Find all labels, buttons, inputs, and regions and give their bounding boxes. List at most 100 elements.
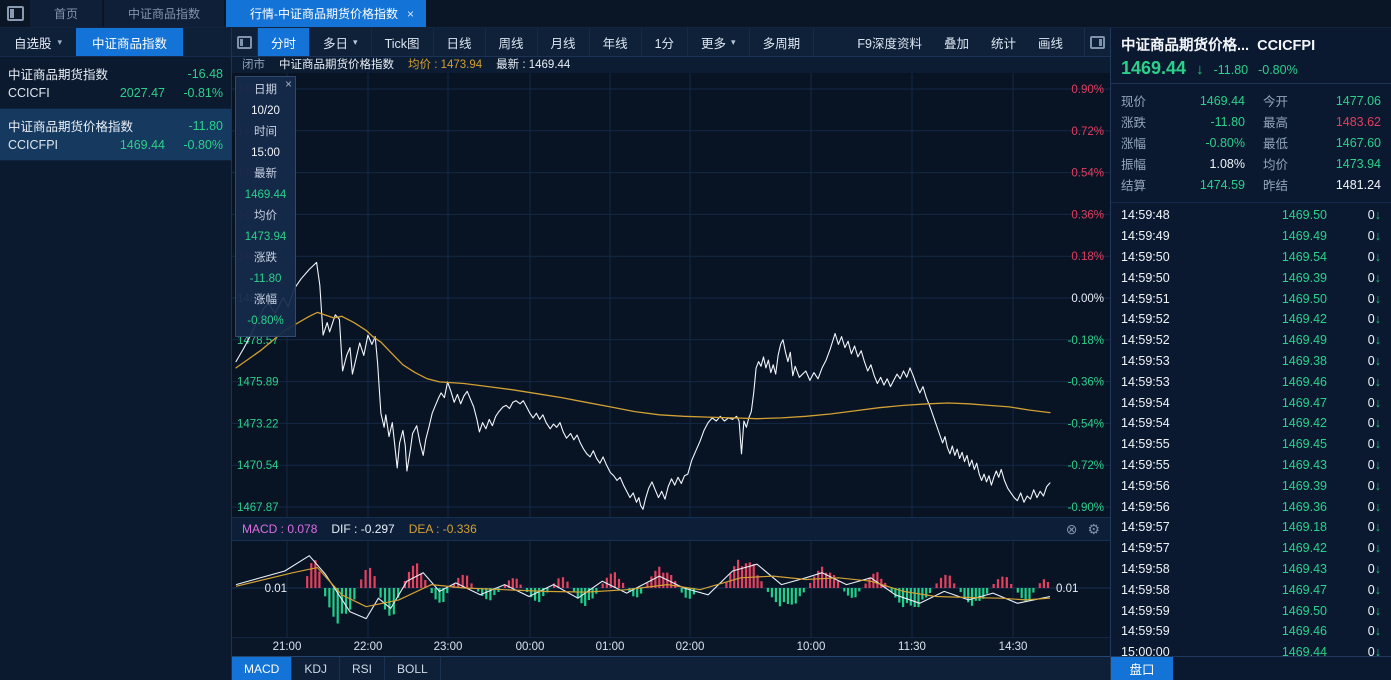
period-button-多周期[interactable]: 多周期 xyxy=(750,28,815,56)
stat-value: 1477.06 xyxy=(1335,93,1381,108)
down-arrow-icon: ↓ xyxy=(1374,624,1381,639)
toolbar-link[interactable]: 统计 xyxy=(990,36,1016,51)
panel-layout-right-button[interactable] xyxy=(1084,28,1110,56)
indicator-close-icon[interactable]: ⊗ xyxy=(1065,520,1078,537)
macd-hist-bar-up xyxy=(872,573,875,588)
instrument-price: 1469.44 xyxy=(119,137,165,152)
tick-row: 14:59:51 1469.50 0↓ xyxy=(1111,288,1391,309)
tick-list[interactable]: 14:59:48 1469.50 0↓ 14:59:49 1469.49 0↓ 14:59:… xyxy=(1111,203,1391,656)
chart-area: 分时 多日 ▾ Tick图 日线 周线 月线 年线 1分 更多 ▾ 多周期 F9深度资料 叠加 统计 画线 … xyxy=(232,28,1110,680)
period-button-多日[interactable]: 多日 ▾ xyxy=(310,28,372,56)
tick-time: 14:59:59 xyxy=(1121,603,1170,618)
indicator-settings-gear-icon[interactable]: ⚙ xyxy=(1087,520,1100,537)
period-button-周线[interactable]: 周线 xyxy=(486,28,538,56)
watchlist-item-line1: 中证商品期货价格指数 -11.80 xyxy=(8,116,223,135)
last-price-label: 最新 : 1469.44 xyxy=(496,59,571,71)
period-button-Tick图[interactable]: Tick图 xyxy=(372,28,434,56)
tab-home[interactable]: 首页 xyxy=(30,0,103,27)
macd-hist-bar-down xyxy=(576,588,579,599)
quote-stat-row: 涨跌 -11.80 最高 1483.62 xyxy=(1121,111,1381,132)
macd-hist-bar-up xyxy=(314,560,317,588)
watchlist-item[interactable]: 中证商品期货价格指数 -11.80 CCICFPI 1469.44 -0.80% xyxy=(0,109,231,161)
time-axis-label: 02:00 xyxy=(675,641,705,653)
period-button-更多[interactable]: 更多 ▾ xyxy=(688,28,750,56)
macd-value-label: MACD : 0.078 xyxy=(242,522,318,536)
tick-price: 1469.50 xyxy=(1281,603,1327,618)
macd-hist-bar-down xyxy=(925,588,928,598)
macd-hist-bar-up xyxy=(1038,583,1041,588)
y-axis-right-label: -0.54% xyxy=(1068,418,1104,430)
index-group-button[interactable]: 中证商品指数 xyxy=(76,28,184,56)
macd-hist-bar-up xyxy=(737,559,740,588)
tick-time: 14:59:53 xyxy=(1121,374,1170,389)
order-book-tab-button[interactable]: 盘口 xyxy=(1111,657,1173,680)
macd-hist-bar-up xyxy=(864,583,867,588)
macd-hist-bar-up xyxy=(752,564,755,588)
tab-csi-commodity-index[interactable]: 中证商品指数 xyxy=(104,0,225,27)
toolbar-link[interactable]: 叠加 xyxy=(943,36,969,51)
stat-value: -0.80% xyxy=(1205,135,1245,150)
time-axis-label: 23:00 xyxy=(433,641,463,653)
down-arrow-icon: ↓ xyxy=(1374,582,1381,597)
tooltip-close-icon[interactable]: × xyxy=(284,77,292,91)
stat-label: 结算 xyxy=(1121,179,1147,193)
panel-layout-button[interactable] xyxy=(232,28,258,56)
macd-hist-bar-up xyxy=(821,566,824,588)
y-axis-left-label: 1473.22 xyxy=(237,418,279,430)
period-button-年线[interactable]: 年线 xyxy=(590,28,642,56)
macd-pane[interactable]: 0.01 0.01 xyxy=(232,541,1110,637)
chevron-down-icon: ▾ xyxy=(731,36,736,47)
price-chart-pane[interactable]: 1494.611491.941489.261486.591483.911481.… xyxy=(232,73,1110,517)
tick-row: 14:59:59 1469.50 0↓ xyxy=(1111,600,1391,621)
macd-hist-bar-up xyxy=(373,576,376,588)
tooltip-value: 15:00 xyxy=(251,147,280,159)
time-axis: 21:00 22:00 23:00 00:00 01:00 02:00 10:00 11:30… xyxy=(232,637,1110,656)
macd-hist-bar-down xyxy=(680,588,683,593)
down-arrow-icon: ↓ xyxy=(1374,499,1381,514)
tick-volume: 0↓ xyxy=(1367,353,1381,368)
watchlist-group-dropdown[interactable]: 自选股 ▾ xyxy=(0,28,76,56)
tick-row: 14:59:55 1469.43 0↓ xyxy=(1111,455,1391,476)
macd-hist-bar-down xyxy=(770,588,773,598)
down-arrow-icon: ↓ xyxy=(1374,520,1381,535)
tick-time: 14:59:55 xyxy=(1121,437,1170,452)
macd-hist-bar-up xyxy=(613,572,616,588)
y-axis-right-label: 0.18% xyxy=(1071,251,1104,263)
price-line xyxy=(235,261,1051,510)
tooltip-label: 涨跌 xyxy=(254,252,277,264)
watchlist-toolbar: 自选股 ▾ 中证商品指数 xyxy=(0,28,231,57)
period-button-label: 多日 xyxy=(323,36,349,51)
tick-time: 14:59:53 xyxy=(1121,353,1170,368)
window-menu-button[interactable] xyxy=(0,0,30,27)
macd-hist-bar-down xyxy=(894,588,897,598)
period-button-月线[interactable]: 月线 xyxy=(538,28,590,56)
period-button-日线[interactable]: 日线 xyxy=(434,28,486,56)
toolbar-link[interactable]: F9深度资料 xyxy=(857,36,922,51)
watchlist-item-line1: 中证商品期货指数 -16.48 xyxy=(8,64,223,83)
macd-hist-bar-down xyxy=(798,588,801,597)
down-arrow-icon: ↓ xyxy=(1374,249,1381,264)
macd-hist-bar-up xyxy=(369,567,372,588)
macd-hist-bar-down xyxy=(640,588,643,594)
macd-hist-bar-up xyxy=(836,581,840,588)
down-arrow-icon: ↓ xyxy=(1374,603,1381,618)
y-axis-right-label: -0.36% xyxy=(1068,377,1104,389)
period-button-1分[interactable]: 1分 xyxy=(642,28,689,56)
indicator-tab-BOLL[interactable]: BOLL xyxy=(385,657,441,680)
indicator-tab-KDJ[interactable]: KDJ xyxy=(292,657,341,680)
quote-stat-row: 现价 1469.44 今开 1477.06 xyxy=(1121,90,1381,111)
tick-volume: 0↓ xyxy=(1367,229,1381,244)
down-arrow-icon: ↓ xyxy=(1374,437,1381,452)
close-tab-icon[interactable]: × xyxy=(407,6,415,21)
period-button-分时[interactable]: 分时 xyxy=(258,28,311,56)
tick-row: 14:59:48 1469.50 0↓ xyxy=(1111,205,1391,226)
tab-quote-active[interactable]: 行情-中证商品期货价格指数 × xyxy=(226,0,427,27)
macd-hist-bar-down xyxy=(928,588,932,593)
indicator-tab-RSI[interactable]: RSI xyxy=(340,657,386,680)
indicator-tab-MACD[interactable]: MACD xyxy=(232,657,293,680)
toolbar-link[interactable]: 画线 xyxy=(1037,36,1063,51)
toolbar-right-group: F9深度资料 叠加 统计 画线 xyxy=(846,28,1110,56)
watchlist-item[interactable]: 中证商品期货指数 -16.48 CCICFI 2027.47 -0.81% xyxy=(0,57,231,109)
macd-hist-bar-down xyxy=(636,588,639,598)
